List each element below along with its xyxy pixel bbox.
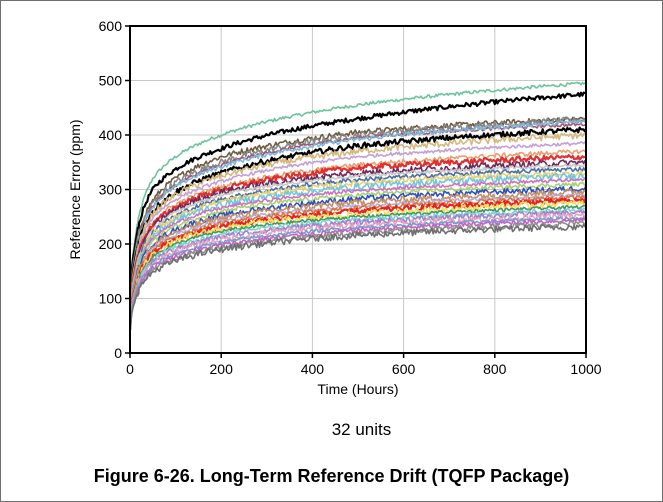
- series-line-14: [130, 166, 586, 318]
- series-line-18: [130, 181, 586, 321]
- series-line-31: [130, 220, 586, 330]
- x-tick-label: 600: [392, 361, 416, 377]
- series-line-3: [130, 116, 586, 307]
- x-tick-label: 0: [126, 361, 134, 377]
- series-group: [130, 81, 586, 331]
- y-tick-label: 500: [99, 73, 123, 89]
- x-axis-title: Time (Hours): [317, 381, 398, 397]
- axes: [125, 25, 587, 358]
- series-line-28: [130, 212, 586, 327]
- y-tick-label: 100: [99, 291, 123, 307]
- series-line-32: [130, 223, 586, 331]
- x-tick-label: 1000: [570, 361, 601, 377]
- series-line-21: [130, 192, 586, 324]
- figure-caption: Figure 6-26. Long-Term Reference Drift (…: [93, 466, 570, 486]
- series-line-20: [130, 188, 586, 322]
- y-axis-title: Reference Error (ppm): [67, 119, 83, 259]
- x-tick-label: 400: [301, 361, 325, 377]
- series-line-22: [130, 194, 586, 324]
- x-tick-label: 800: [483, 361, 507, 377]
- y-tick-label: 300: [99, 182, 123, 198]
- series-line-29: [130, 215, 586, 328]
- tick-labels: 0 200 400 600 800 1000 0 100 200 300 400 500 600: [99, 18, 602, 377]
- series-line-1: [130, 81, 586, 299]
- series-line-12: [130, 159, 586, 316]
- series-line-17: [130, 177, 586, 320]
- series-line-6: [130, 119, 586, 310]
- x-tick-label: 200: [210, 361, 234, 377]
- series-line-24: [130, 199, 586, 325]
- series-line-25: [130, 204, 586, 326]
- y-tick-label: 200: [99, 236, 123, 252]
- y-tick-label: 400: [99, 127, 123, 143]
- series-line-8: [130, 132, 586, 313]
- units-note: 32 units: [331, 420, 392, 439]
- series-line-9: [130, 141, 586, 314]
- y-tick-label: 600: [99, 18, 123, 34]
- y-tick-label: 0: [114, 345, 122, 361]
- series-line-11: [130, 154, 586, 315]
- series-line-2: [130, 91, 586, 304]
- series-line-19: [130, 185, 586, 322]
- chart: 0 200 400 600 800 1000 0 100 200 300 400 500 600 Tim…: [67, 18, 602, 397]
- series-line-13: [130, 163, 586, 316]
- series-line-15: [130, 170, 586, 318]
